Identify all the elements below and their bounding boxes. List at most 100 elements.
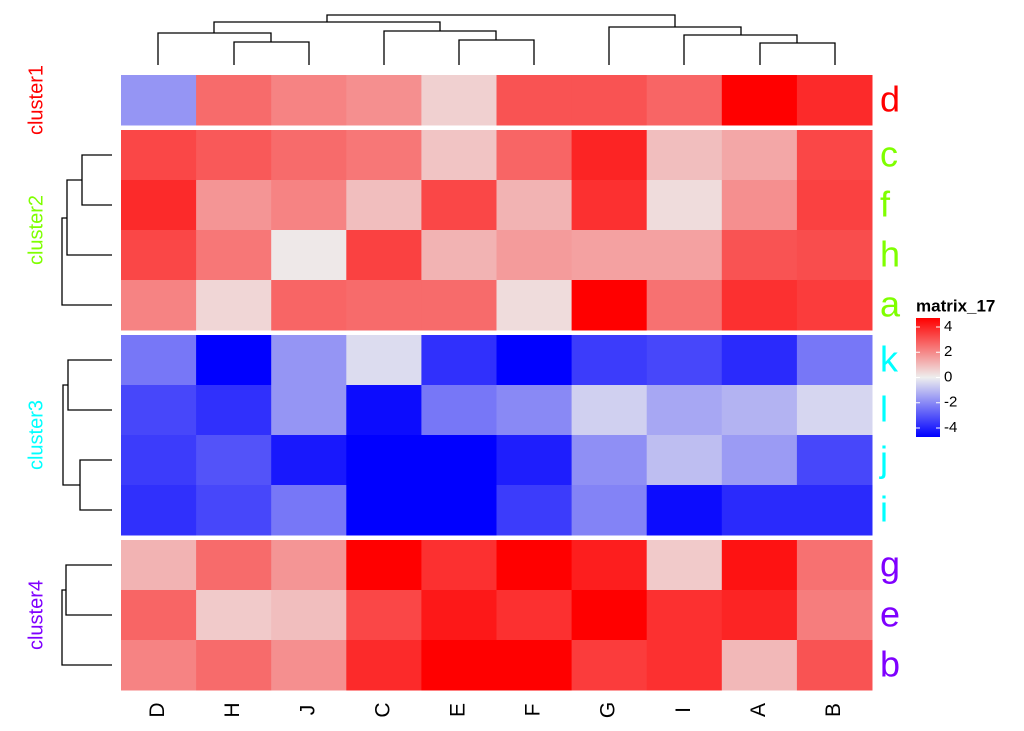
column-label: D	[146, 702, 169, 717]
heatmap-cell	[196, 75, 272, 126]
legend-title: matrix_17	[916, 296, 995, 315]
heatmap-cell	[646, 75, 723, 126]
heatmap-cell	[121, 180, 197, 231]
heatmap-cell	[646, 280, 723, 331]
heatmap-cell	[796, 75, 873, 126]
heatmap-cell	[796, 590, 873, 641]
cluster-label: cluster1	[25, 65, 47, 135]
heatmap-cell	[646, 335, 723, 386]
column-dendrogram	[157, 14, 836, 65]
heatmap-cell	[271, 280, 347, 331]
heatmap-cell	[571, 485, 648, 536]
heatmap-cell	[346, 590, 422, 641]
heatmap-cell	[121, 130, 197, 181]
heatmap-cell	[796, 640, 873, 691]
heatmap-cell	[571, 180, 648, 231]
legend-tick-label: -2	[944, 394, 957, 411]
heatmap-cell	[496, 75, 573, 126]
heatmap-cell	[796, 540, 873, 591]
column-label: J	[296, 705, 319, 716]
heatmap-cell	[796, 230, 873, 281]
heatmap-cell	[571, 385, 648, 436]
row-label: j	[879, 439, 888, 480]
heatmap-cell	[496, 230, 573, 281]
column-label: B	[822, 703, 845, 717]
heatmap-cell	[721, 230, 798, 281]
heatmap-cell	[196, 280, 272, 331]
heatmap-cell	[796, 435, 873, 486]
heatmap-cell	[271, 540, 347, 591]
heatmap-cell	[196, 335, 272, 386]
legend-tick-label: 0	[944, 368, 952, 385]
heatmap-cell	[196, 180, 272, 231]
heatmap-cell	[121, 640, 197, 691]
heatmap-cell	[196, 540, 272, 591]
heatmap-cell	[421, 385, 497, 436]
heatmap-cell	[571, 230, 648, 281]
heatmap-cell	[571, 540, 648, 591]
heatmap-cell	[121, 335, 197, 386]
heatmap-cell	[121, 75, 197, 126]
row-label: f	[880, 184, 891, 225]
heatmap-cell	[121, 590, 197, 641]
heatmap-cell	[421, 130, 497, 181]
heatmap-cell	[121, 280, 197, 331]
row-label: i	[880, 489, 888, 530]
heatmap-cell	[196, 590, 272, 641]
heatmap-cell	[271, 230, 347, 281]
heatmap-cell	[421, 485, 497, 536]
heatmap-cell	[796, 385, 873, 436]
heatmap-cell	[346, 385, 422, 436]
heatmap-cell	[496, 280, 573, 331]
heatmap-cell	[571, 640, 648, 691]
heatmap-cell	[721, 335, 798, 386]
heatmap-cell	[421, 335, 497, 386]
heatmap-cell	[346, 435, 422, 486]
heatmap-cell	[796, 280, 873, 331]
heatmap-cell	[421, 640, 497, 691]
heatmap-cell	[796, 335, 873, 386]
heatmap-cell	[346, 230, 422, 281]
column-label: C	[371, 702, 394, 717]
heatmap-cell	[271, 590, 347, 641]
heatmap-cell	[121, 485, 197, 536]
heatmap-cell	[346, 640, 422, 691]
column-label: F	[522, 704, 545, 717]
heatmap-cell	[496, 435, 573, 486]
heatmap-cell	[571, 335, 648, 386]
heatmap-cell	[196, 485, 272, 536]
heatmap-cell	[646, 640, 723, 691]
heatmap-cell	[271, 435, 347, 486]
legend-tick-label: 2	[944, 343, 952, 360]
heatmap-cell	[346, 180, 422, 231]
row-label: d	[880, 79, 900, 120]
heatmap-cell	[421, 230, 497, 281]
column-label: H	[221, 702, 244, 717]
heatmap-cell	[646, 485, 723, 536]
heatmap-cell	[346, 335, 422, 386]
heatmap-cell	[496, 385, 573, 436]
heatmap-cell	[121, 230, 197, 281]
heatmap-cell	[421, 540, 497, 591]
cluster-label: cluster2	[25, 195, 47, 265]
heatmap-cell	[721, 180, 798, 231]
heatmap-cell	[571, 130, 648, 181]
heatmap-cell	[346, 485, 422, 536]
row-dendrogram	[61, 154, 112, 666]
cluster-label: cluster4	[25, 580, 47, 650]
heatmap-cell	[721, 485, 798, 536]
heatmap-cell	[496, 335, 573, 386]
heatmap-cell	[646, 590, 723, 641]
heatmap-cell	[721, 540, 798, 591]
heatmap-cell	[346, 540, 422, 591]
heatmap-cell	[721, 435, 798, 486]
heatmap-cell	[496, 540, 573, 591]
heatmap-cell	[496, 180, 573, 231]
heatmap-cell	[271, 485, 347, 536]
heatmap-cell	[121, 385, 197, 436]
cluster-label: cluster3	[25, 400, 47, 470]
heatmap-cell	[571, 280, 648, 331]
heatmap-cell	[721, 590, 798, 641]
heatmap-cell	[121, 435, 197, 486]
heatmap-cell	[421, 435, 497, 486]
